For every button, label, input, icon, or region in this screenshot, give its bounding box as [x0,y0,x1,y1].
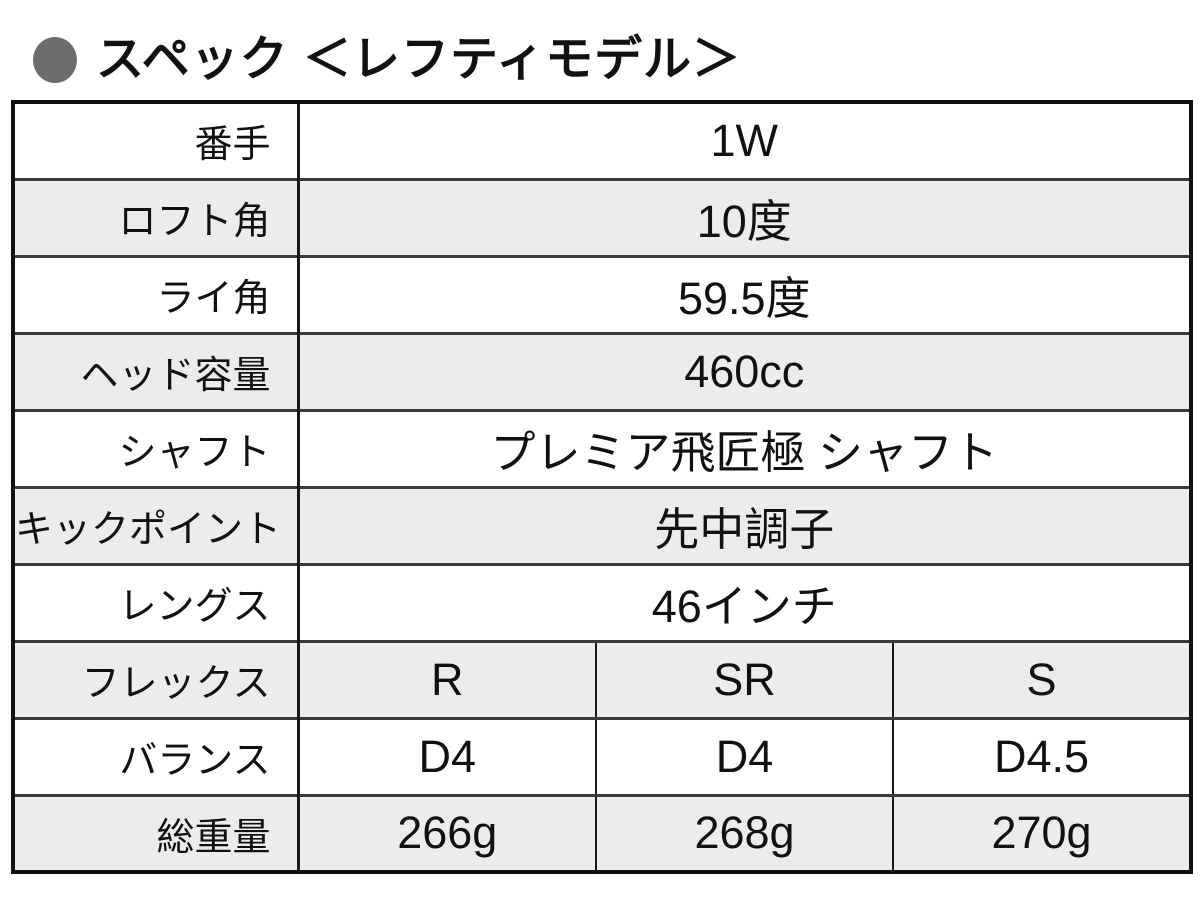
spec-value-cell: 先中調子 [298,485,1192,564]
table-row: キックポイント 先中調子 [13,485,1192,564]
table-row: フレックス R SR S [13,639,1192,718]
table-row: ヘッド容量 460cc [13,331,1192,410]
spec-label-cell: 総重量 [13,793,300,872]
spec-label-cell: フレックス [13,639,300,718]
table-row: バランス D4 D4 D4.5 [13,716,1192,795]
table-row: 総重量 266g 268g 270g [13,793,1192,872]
table-row: ライ角 59.5度 [13,254,1192,333]
spec-value-cell: 268g [596,793,894,872]
spec-value-cell: 270g [893,793,1192,872]
spec-label-cell: レングス [13,562,300,641]
spec-value-cell: R [298,639,597,718]
spec-value-cell: D4 [298,716,597,795]
spec-value-cell: S [893,639,1192,718]
spec-value-cell: 1W [710,114,779,166]
spec-table: 番手 1W ロフト角 10度 ライ角 59.5度 ヘッド容量 460cc シャフト プレミア飛匠極… [11,100,1194,874]
page-title: スペック ＜レフティモデル＞ [96,33,742,86]
spec-label-cell: シャフト [13,408,300,487]
spec-label-cell: ヘッド容量 [13,331,300,410]
table-row: 番手 1W [13,102,1192,179]
spec-value-cell: D4.5 [893,716,1192,795]
spec-label-cell: バランス [13,716,300,795]
spec-value-cell: 266g [298,793,597,872]
spec-label-cell: ロフト角 [13,177,300,256]
spec-value-cell: SR [596,639,894,718]
spec-value-cell: D4 [596,716,894,795]
bullet-icon [33,37,77,83]
spec-value-cell: 10度 [298,177,1192,256]
spec-value-cell: 59.5度 [298,254,1192,333]
spec-value-cell: 46インチ [298,562,1192,641]
page-header: スペック ＜レフティモデル＞ [33,34,1200,86]
spec-label-cell: キックポイント [13,485,300,564]
spec-value-cell: 460cc [298,331,1192,410]
table-row: ロフト角 10度 [13,177,1192,256]
table-row: シャフト プレミア飛匠極 シャフト [13,408,1192,487]
spec-label-cell: 番手 [13,102,300,179]
spec-value-cell: プレミア飛匠極 シャフト [298,408,1192,487]
spec-label-cell: ライ角 [13,254,300,333]
table-row: レングス 46インチ [13,562,1192,641]
